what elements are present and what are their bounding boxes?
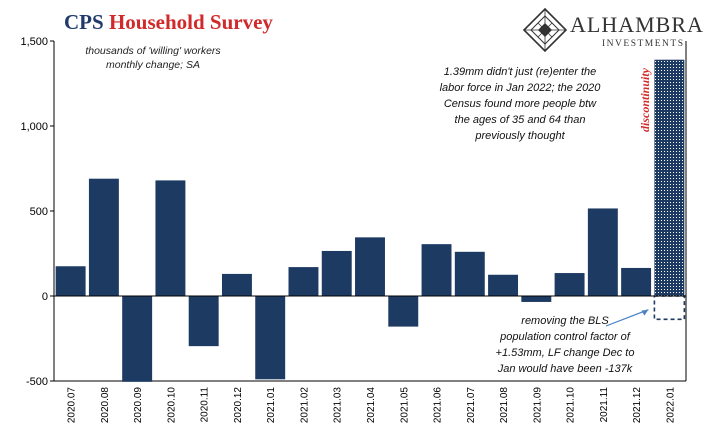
logo-name: ALHAMBRA — [570, 12, 704, 37]
x-tick-label: 2021.05 — [399, 387, 410, 424]
annotation-arrow — [605, 309, 649, 327]
chart-subtitle: thousands of 'willing' workers monthly c… — [85, 45, 221, 71]
x-tick-label: 2021.12 — [632, 387, 643, 424]
y-tick-label: 1,500 — [20, 36, 48, 48]
logo-subtitle: INVESTMENTS — [602, 39, 685, 49]
bar — [255, 296, 286, 380]
x-tick-label: 2020.10 — [166, 387, 177, 424]
bar — [122, 296, 153, 382]
title-part-cps: CPS — [64, 10, 104, 34]
x-tick-label: 2021.07 — [466, 387, 477, 424]
bar — [521, 296, 552, 302]
x-tick-label: 2020.08 — [100, 387, 111, 424]
y-tick-label: 500 — [30, 206, 48, 218]
x-tick-label: 2021.10 — [566, 387, 577, 424]
chart-title: CPS Household Survey — [64, 10, 273, 35]
diamond-lattice-icon — [522, 7, 568, 53]
x-tick-label: 2021.08 — [499, 387, 510, 424]
x-tick-label: 2020.09 — [133, 387, 144, 424]
annotation-arrow-head — [641, 309, 649, 316]
x-tick-label: 2020.07 — [67, 387, 78, 424]
bar — [321, 250, 352, 296]
bar — [88, 178, 119, 296]
bar — [55, 266, 86, 296]
bar — [288, 267, 319, 296]
bar — [188, 296, 219, 347]
adjusted-value-box — [653, 295, 686, 321]
plot-area: -500 0 500 1,000 1,500 2020.07 2020.08 2020.09 2… — [20, 36, 687, 424]
x-tick-label: 2021.03 — [333, 387, 344, 424]
x-tick-label: 2021.11 — [599, 387, 610, 423]
bar — [488, 274, 519, 296]
annotation-census: 1.39mm didn't just (re)enter the labor f… — [439, 66, 601, 142]
x-tick-label: 2021.02 — [299, 387, 310, 424]
bar — [621, 267, 652, 296]
x-tick-label: 2021.04 — [366, 387, 377, 424]
annotation-population-control: removing the BLS population control fact… — [495, 315, 635, 375]
y-tick-label: 0 — [42, 291, 48, 303]
x-tick-label: 2020.12 — [233, 387, 244, 424]
x-tick-label: 2021.09 — [532, 387, 543, 424]
bar — [587, 208, 618, 296]
bar — [654, 59, 685, 297]
x-tick-label: 2022.01 — [665, 387, 676, 424]
x-tick-label: 2021.06 — [433, 387, 444, 424]
bar — [421, 244, 452, 296]
y-tick-label: 1,000 — [20, 121, 48, 133]
x-tick-label: 2021.01 — [266, 387, 277, 424]
y-tick-label: -500 — [26, 376, 48, 388]
bar — [454, 251, 485, 296]
x-tick-label: 2020.11 — [200, 387, 211, 423]
title-part-household-survey: Household Survey — [108, 10, 273, 34]
bar — [221, 273, 252, 296]
bar — [155, 180, 186, 296]
bar — [355, 237, 385, 296]
bar — [388, 296, 419, 327]
bar — [554, 273, 585, 296]
